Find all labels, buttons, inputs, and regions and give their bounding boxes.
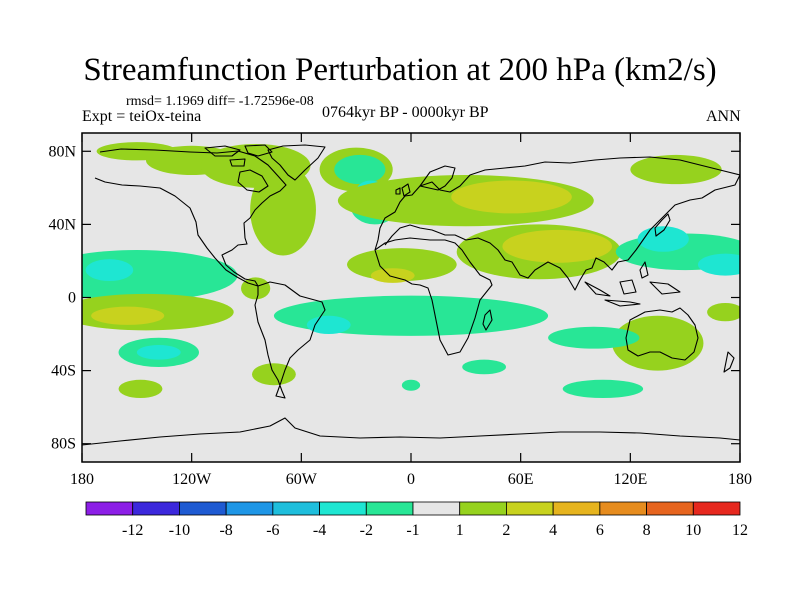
coastline-madagascar <box>482 309 493 331</box>
contour-patch <box>370 268 415 283</box>
colorbar-swatch <box>365 501 414 516</box>
coastline-greenland <box>267 144 326 181</box>
coastline-australia <box>625 307 699 361</box>
colorbar: -12 -10 -8 -6 -4 -2 -1 1 2 4 6 8 10 12 <box>85 501 748 539</box>
coastline-north-america <box>94 148 287 287</box>
contour-patch <box>562 379 644 399</box>
colorbar-label: -2 <box>360 522 373 539</box>
contour-patch <box>251 363 296 386</box>
contour-patch <box>451 180 572 214</box>
contour-patch <box>401 379 421 391</box>
coastline-europe-asia <box>374 156 740 291</box>
colorbar-swatch <box>646 501 694 516</box>
contour-patch <box>502 229 613 263</box>
contour-patch <box>612 315 704 371</box>
coastline-new-zealand <box>723 351 735 373</box>
colorbar-label: -6 <box>266 522 279 539</box>
lat-tick-label: 80S <box>51 436 76 453</box>
contour-patch <box>118 379 163 399</box>
colorbar-swatch <box>132 501 180 516</box>
contour-field-layer <box>82 142 740 399</box>
lon-tick-label: 120E <box>613 471 647 488</box>
coastline-hudson-bay <box>237 169 269 193</box>
lat-tick-label: 0 <box>68 290 76 307</box>
coastline-arctic-islands <box>204 144 273 167</box>
lat-tick-label: 80N <box>48 143 76 160</box>
colorbar-swatch <box>179 501 227 516</box>
colorbar-label: -1 <box>406 522 419 539</box>
contour-patch <box>697 253 740 276</box>
contour-patch <box>250 164 316 256</box>
colorbar-swatch <box>225 501 274 516</box>
axis-layer: 180 120W 60W 0 60E 120E 180 80N 40N 0 40S 80S <box>48 133 752 488</box>
colorbar-label: 2 <box>502 522 510 539</box>
colorbar-label: -4 <box>313 522 326 539</box>
coastline-japan <box>654 213 671 237</box>
contour-patch <box>91 306 165 325</box>
plot-title: Streamfunction Perturbation at 200 hPa (… <box>83 52 717 88</box>
colorbar-swatch <box>319 501 367 516</box>
experiment-label: Expt = teiOx-teina <box>82 108 202 125</box>
coastline-british-isles <box>395 183 411 197</box>
contour-patch <box>82 249 238 302</box>
lon-tick-label: 60E <box>508 471 534 488</box>
contour-patch <box>462 359 507 375</box>
coastline-layer <box>82 144 740 446</box>
contour-patch <box>637 226 689 252</box>
colorbar-label: 1 <box>456 522 464 539</box>
season-label: ANN <box>706 108 741 125</box>
lon-tick-label: 60W <box>286 471 318 488</box>
coastline-indonesia <box>584 261 681 307</box>
lon-tick-label: 180 <box>70 471 94 488</box>
lon-tick-label: 180 <box>728 471 752 488</box>
contour-patch <box>136 345 181 360</box>
colorbar-label: 4 <box>549 522 557 539</box>
colorbar-swatch <box>552 501 601 516</box>
period-label: 0764kyr BP - 0000kyr BP <box>322 104 489 121</box>
coastline-south-america <box>254 281 326 399</box>
colorbar-swatch <box>599 501 647 516</box>
contour-patch <box>85 259 134 282</box>
colorbar-label: -8 <box>219 522 232 539</box>
contour-patch <box>630 154 722 185</box>
coastline-scandinavia <box>419 165 456 191</box>
lon-tick-label: 0 <box>407 471 415 488</box>
contour-patch <box>707 302 740 322</box>
colorbar-swatch <box>272 501 320 516</box>
colorbar-label: 8 <box>643 522 651 539</box>
contour-patch <box>334 154 386 185</box>
colorbar-label: 10 <box>685 522 701 539</box>
lon-tick-label: 120W <box>172 471 212 488</box>
colorbar-swatch <box>412 501 461 516</box>
colorbar-label: 6 <box>596 522 604 539</box>
colorbar-label: 12 <box>732 522 748 539</box>
colorbar-swatch <box>506 501 554 516</box>
lat-tick-label: 40N <box>48 216 76 233</box>
contour-patch <box>548 326 640 349</box>
colorbar-label: -10 <box>169 522 190 539</box>
lat-tick-label: 40S <box>51 363 76 380</box>
colorbar-label: -12 <box>122 522 143 539</box>
colorbar-swatch <box>459 501 507 516</box>
stats-label: rmsd= 1.1969 diff= -1.72596e-08 <box>126 94 314 109</box>
coastline-africa <box>374 237 493 356</box>
colorbar-swatch <box>85 501 134 516</box>
coastline-antarctica <box>82 417 740 446</box>
colorbar-swatch <box>692 501 741 516</box>
contour-patch <box>241 277 271 300</box>
